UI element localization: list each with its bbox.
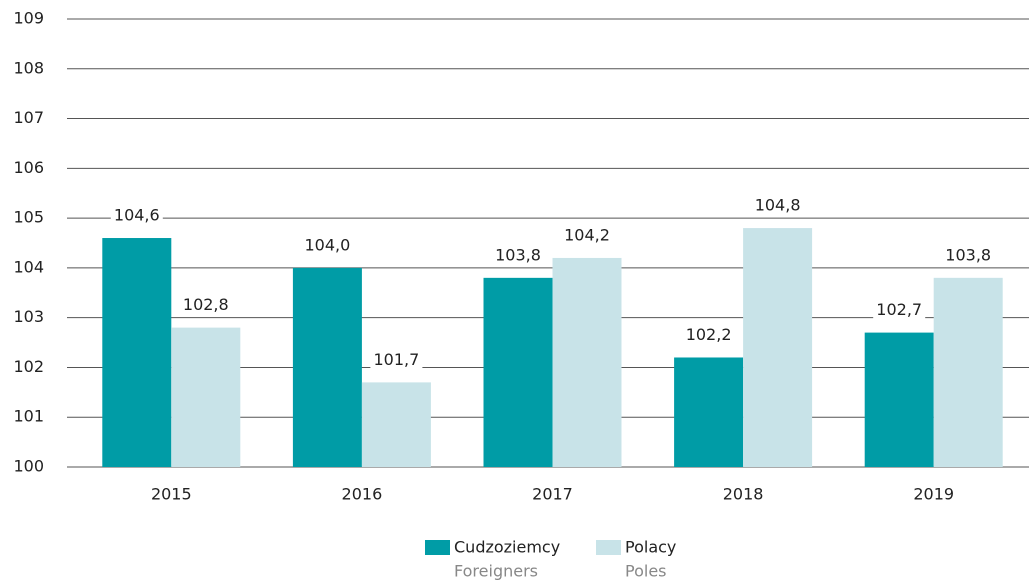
bar (743, 228, 813, 467)
value-label: 103,8 (945, 245, 991, 264)
x-tick-label: 2019 (913, 485, 954, 504)
x-tick-label: 2017 (532, 485, 573, 504)
value-label: 104,8 (755, 196, 801, 215)
label-bg (682, 325, 735, 346)
label-bg (561, 225, 613, 246)
x-tick-label: 2018 (723, 485, 764, 504)
legend-label: Cudzoziemcy (454, 538, 560, 557)
legend-swatch (596, 540, 621, 555)
bar (933, 277, 1003, 467)
bar (171, 327, 241, 467)
label-bg (751, 196, 804, 217)
bar (552, 257, 622, 467)
y-tick-label: 102 (13, 357, 44, 376)
bar (102, 238, 172, 467)
label-bg (942, 245, 995, 266)
value-label: 102,8 (183, 295, 229, 314)
y-tick-label: 108 (13, 58, 44, 77)
label-bg (492, 245, 544, 266)
value-label: 104,6 (114, 206, 160, 225)
bar (361, 382, 431, 467)
legend-sublabel: Poles (625, 562, 667, 581)
y-tick-label: 103 (13, 307, 44, 326)
bar (674, 357, 744, 467)
y-tick-label: 101 (13, 407, 44, 426)
value-label: 104,0 (304, 235, 350, 254)
y-tick-label: 109 (13, 9, 44, 28)
label-bg (110, 206, 163, 227)
value-label: 101,7 (373, 350, 419, 369)
label-bg (370, 350, 423, 371)
bar (864, 332, 934, 467)
bar (483, 277, 553, 467)
y-tick-label: 104 (13, 257, 44, 276)
y-tick-label: 106 (13, 158, 44, 177)
legend-swatch (425, 540, 450, 555)
x-tick-label: 2015 (151, 485, 192, 504)
label-bg (873, 300, 926, 321)
label-bg (179, 295, 232, 316)
label-bg (301, 235, 354, 256)
value-label: 104,2 (564, 225, 610, 244)
legend-label: Polacy (625, 538, 676, 557)
y-tick-label: 107 (13, 108, 44, 127)
bar (292, 267, 362, 467)
value-label: 102,2 (686, 325, 732, 344)
y-tick-label: 105 (13, 208, 44, 227)
y-tick-label: 100 (13, 457, 44, 476)
x-tick-label: 2016 (342, 485, 383, 504)
legend-sublabel: Foreigners (454, 562, 538, 581)
value-label: 103,8 (495, 245, 541, 264)
value-label: 102,7 (876, 300, 922, 319)
